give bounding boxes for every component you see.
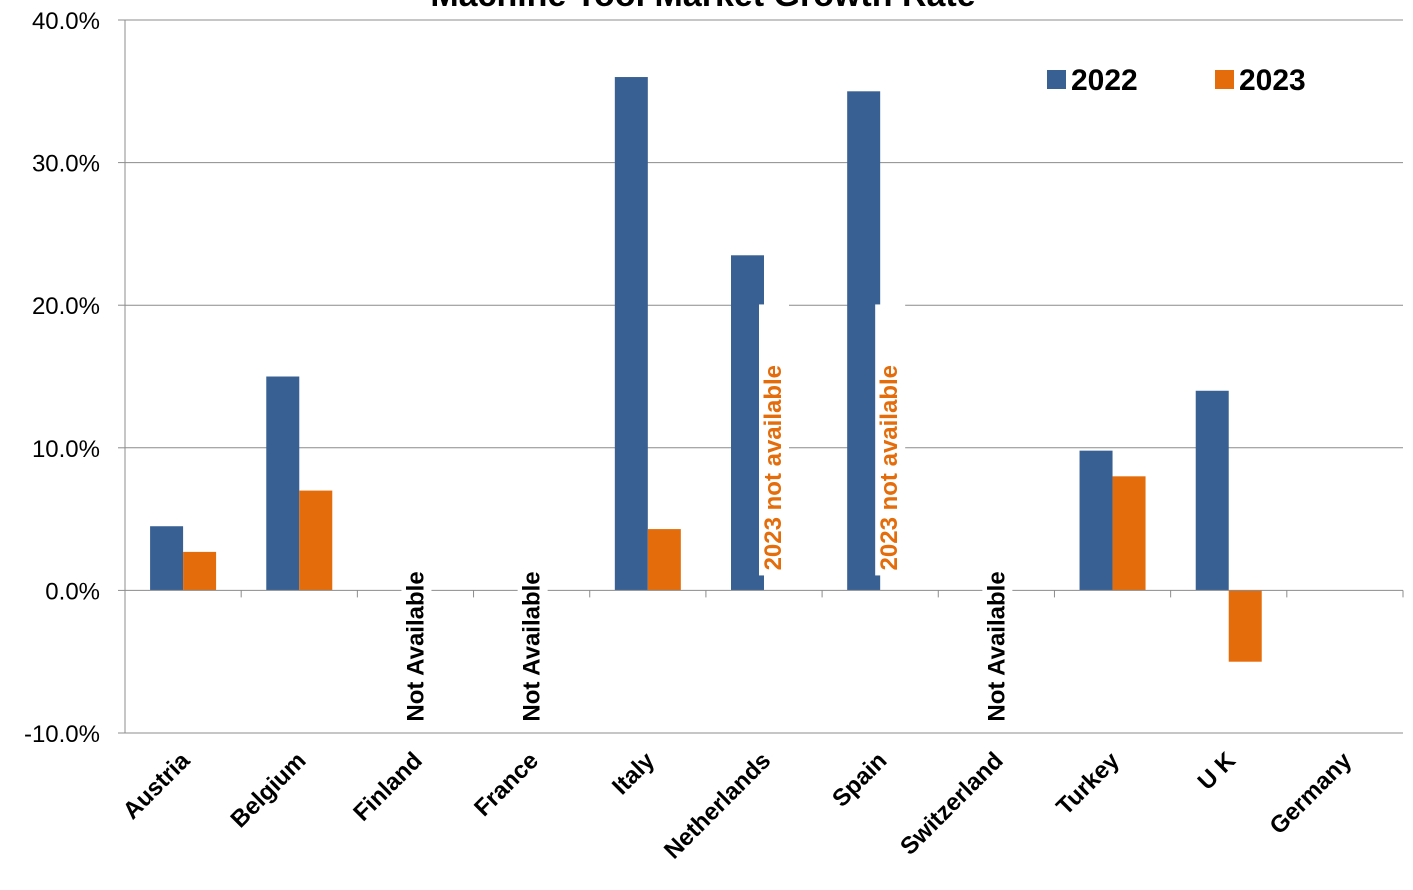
annotation-switzerland: Not Available [983,571,1010,721]
legend-swatch-2022 [1047,70,1066,89]
bar-austria-2022 [150,526,184,591]
y-tick-label-40: 40.0% [32,8,100,35]
annotation-finland: Not Available [402,571,429,721]
x-tick-labels: Austria Belgium Finland France Italy Netherla… [118,747,1358,865]
x-tick-label-austria: Austria [118,747,196,825]
annotation-netherlands: 2023 not available [760,365,787,570]
bar-austria-2023 [183,551,217,591]
chart-title: Machine Tool Market Growth Rate [430,0,975,14]
x-tick-label-u-k: U K [1193,747,1242,796]
x-tick-label-belgium: Belgium [225,747,311,833]
bar-netherlands-2022 [731,255,764,591]
bars [150,77,1262,662]
annotation-background [982,528,1013,727]
legend: 2022 2023 [1047,64,1306,97]
annotation-background [401,528,432,727]
y-tick-labels: -10.0% 0.0% 10.0% 20.0% 30.0% 40.0% [24,8,100,748]
bar-turkey-2022 [1079,450,1113,591]
y-tick-label-10: 10.0% [32,436,100,463]
annotations: Not Available Not Available 2023 not avail… [401,304,1013,727]
bar-italy-2023 [647,529,681,591]
bar-belgium-2022 [266,376,300,591]
annotation-france: Not Available [519,571,546,721]
x-tick-label-netherlands: Netherlands [659,747,776,864]
legend-label-2023: 2023 [1239,64,1306,97]
bar-u-k-2023 [1228,590,1262,662]
x-tick-label-turkey: Turkey [1051,747,1125,821]
bar-spain-2022 [847,91,881,591]
y-tick-label-0: 0.0% [45,578,100,605]
annotation-background [759,304,789,576]
y-tick-label-10: -10.0% [24,721,100,748]
x-tick-label-finland: Finland [348,747,427,826]
x-tick-label-italy: Italy [607,747,661,801]
annotation-background [517,528,548,727]
bar-turkey-2023 [1112,476,1146,591]
legend-swatch-2023 [1215,70,1234,89]
y-tick-label-20: 20.0% [32,293,100,320]
axes [118,19,1404,734]
annotation-background [875,304,906,576]
bar-belgium-2023 [299,490,333,591]
legend-label-2022: 2022 [1071,64,1138,97]
x-tick-label-germany: Germany [1264,747,1357,840]
bar-italy-2022 [614,77,648,591]
x-tick-label-spain: Spain [827,747,892,812]
x-tick-label-switzerland: Switzerland [895,747,1008,860]
x-tick-label-france: France [469,747,544,822]
annotation-spain: 2023 not available [876,365,903,570]
y-tick-label-30: 30.0% [32,151,100,178]
bar-u-k-2022 [1195,390,1229,591]
